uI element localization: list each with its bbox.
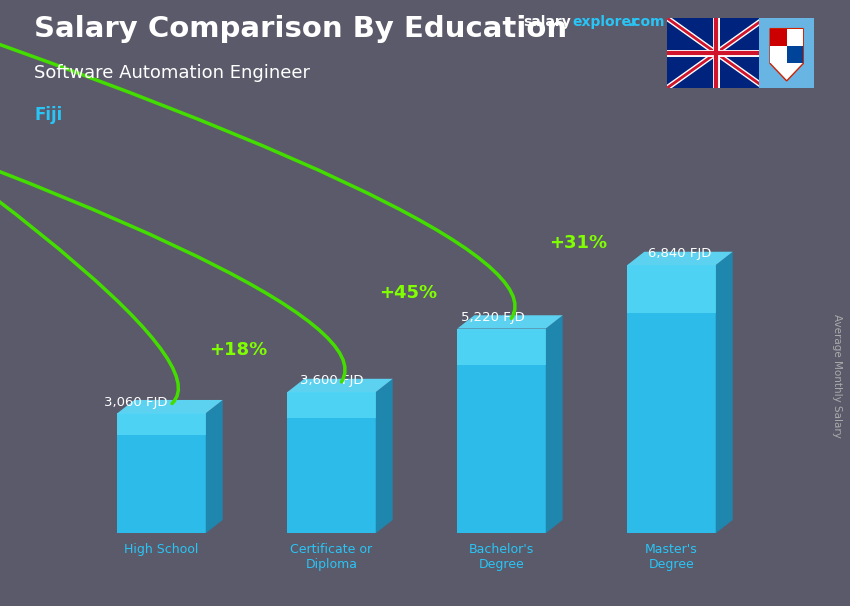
Polygon shape — [770, 28, 786, 46]
Text: Average Monthly Salary: Average Monthly Salary — [832, 314, 842, 438]
Polygon shape — [117, 413, 206, 435]
Polygon shape — [457, 315, 563, 328]
Text: Salary Comparison By Education: Salary Comparison By Education — [34, 15, 567, 43]
Polygon shape — [716, 251, 733, 533]
Text: 3,600 FJD: 3,600 FJD — [300, 375, 363, 387]
Polygon shape — [627, 265, 716, 533]
Polygon shape — [117, 413, 206, 533]
Polygon shape — [457, 328, 546, 365]
Polygon shape — [117, 400, 223, 413]
Polygon shape — [206, 400, 223, 533]
Text: +45%: +45% — [379, 284, 437, 302]
Text: +31%: +31% — [549, 235, 607, 252]
Polygon shape — [376, 379, 393, 533]
Polygon shape — [627, 251, 733, 265]
Polygon shape — [457, 328, 546, 533]
Text: 3,060 FJD: 3,060 FJD — [105, 396, 167, 408]
Polygon shape — [287, 379, 393, 392]
Text: Fiji: Fiji — [34, 106, 62, 124]
Polygon shape — [786, 46, 803, 64]
Polygon shape — [786, 28, 803, 46]
Text: .com: .com — [627, 15, 665, 29]
Text: 6,840 FJD: 6,840 FJD — [649, 247, 711, 261]
Text: explorer: explorer — [572, 15, 638, 29]
Text: +18%: +18% — [209, 341, 267, 359]
Text: 5,220 FJD: 5,220 FJD — [461, 311, 524, 324]
Text: salary: salary — [523, 15, 570, 29]
Polygon shape — [287, 392, 376, 418]
Polygon shape — [287, 392, 376, 533]
Polygon shape — [627, 265, 716, 313]
Polygon shape — [770, 46, 786, 64]
Polygon shape — [770, 28, 803, 81]
Text: Software Automation Engineer: Software Automation Engineer — [34, 64, 310, 82]
Polygon shape — [546, 315, 563, 533]
